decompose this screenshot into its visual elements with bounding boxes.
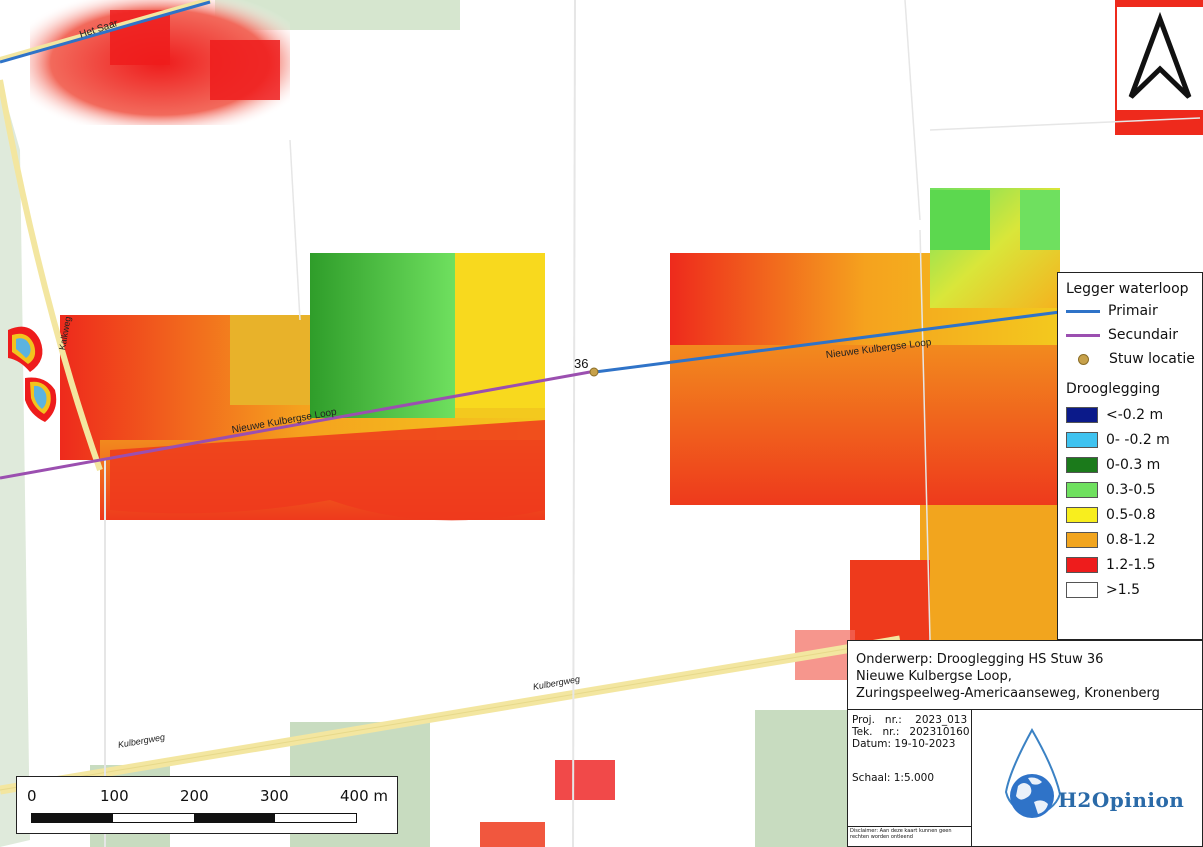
- scale-bar: 0 100 200 300 400 m: [16, 776, 398, 834]
- tek-nr: Tek. nr.: 202310160: [852, 726, 970, 738]
- legend-item-primair: Primair: [1066, 301, 1158, 321]
- datum: Datum: 19-10-2023: [852, 738, 956, 750]
- legend-class-5: 0.8-1.2: [1066, 530, 1156, 550]
- class-label: 0-0.3 m: [1106, 457, 1161, 473]
- secundair-line-icon: [1066, 333, 1100, 337]
- scale-bar-graphic: [31, 813, 357, 823]
- class-label: >1.5: [1106, 582, 1140, 598]
- stuw-number-label: 36: [574, 356, 589, 371]
- class-label: 1.2-1.5: [1106, 557, 1156, 573]
- legend-item-label: Secundair: [1108, 327, 1179, 343]
- class-swatch: [1066, 582, 1098, 598]
- class-swatch: [1066, 457, 1098, 473]
- scale-tick-0: 0: [27, 787, 37, 805]
- class-swatch: [1066, 407, 1098, 423]
- legend-item-secundair: Secundair: [1066, 325, 1178, 345]
- legend-class-3: 0.3-0.5: [1066, 480, 1156, 500]
- scale-tick-300: 300: [260, 787, 289, 805]
- disclaimer: Disclaimer: Aan deze kaart kunnen geen r…: [848, 826, 971, 846]
- class-swatch: [1066, 432, 1098, 448]
- grass-patches: [0, 0, 850, 847]
- west-field: [60, 253, 545, 521]
- legend-item-label: Stuw locatie: [1109, 351, 1195, 367]
- ponds: [8, 326, 57, 422]
- title-text: Onderwerp: Drooglegging HS Stuw 36 Nieuw…: [848, 641, 1202, 710]
- north-red-patch: [30, 0, 1203, 135]
- class-label: 0.8-1.2: [1106, 532, 1156, 548]
- legend-item-stuw: Stuw locatie: [1066, 349, 1195, 369]
- logo-text: H2Opinion: [1058, 788, 1185, 812]
- class-label: 0.5-0.8: [1106, 507, 1156, 523]
- drooglegging-title: Drooglegging: [1066, 381, 1161, 397]
- stuw-dot-icon: [1078, 353, 1089, 365]
- location-line-2: Zuringspeelweg-Americaanseweg, Kronenber…: [856, 686, 1160, 701]
- logo-area: H2Opinion: [972, 710, 1202, 846]
- legend-item-label: Primair: [1108, 303, 1158, 319]
- title-block: Onderwerp: Drooglegging HS Stuw 36 Nieuw…: [847, 640, 1203, 847]
- h2opinion-logo-icon: [1004, 727, 1062, 818]
- legend-class-1: 0- -0.2 m: [1066, 430, 1170, 450]
- proj-nr: Proj. nr.: 2023_013: [852, 714, 968, 726]
- class-swatch: [1066, 532, 1098, 548]
- subject-line: Onderwerp: Drooglegging HS Stuw 36: [856, 652, 1104, 667]
- class-label: <-0.2 m: [1106, 407, 1164, 423]
- class-label: 0- -0.2 m: [1106, 432, 1170, 448]
- meta-info: Proj. nr.: 2023_013 Tek. nr.: 202310160 …: [848, 710, 972, 846]
- scale-tick-400: 400 m: [340, 787, 389, 805]
- schaal: Schaal: 1:5.000: [852, 772, 935, 784]
- legend-class-6: 1.2-1.5: [1066, 555, 1156, 575]
- scale-tick-200: 200: [180, 787, 209, 805]
- legend-panel: Legger waterloop Primair Secundair Stuw …: [1057, 272, 1203, 640]
- legend-title: Legger waterloop: [1066, 281, 1189, 297]
- legend-class-7: >1.5: [1066, 580, 1140, 600]
- stuw-marker[interactable]: [589, 367, 599, 377]
- legend-class-4: 0.5-0.8: [1066, 505, 1156, 525]
- north-arrow-icon: [1117, 7, 1203, 110]
- class-swatch: [1066, 482, 1098, 498]
- primair-line-icon: [1066, 309, 1100, 313]
- class-label: 0.3-0.5: [1106, 482, 1156, 498]
- class-swatch: [1066, 507, 1098, 523]
- legend-class-2: 0-0.3 m: [1066, 455, 1160, 475]
- legend-class-0: <-0.2 m: [1066, 405, 1163, 425]
- location-line-1: Nieuwe Kulbergse Loop,: [856, 669, 1012, 684]
- scale-tick-100: 100: [100, 787, 129, 805]
- class-swatch: [1066, 557, 1098, 573]
